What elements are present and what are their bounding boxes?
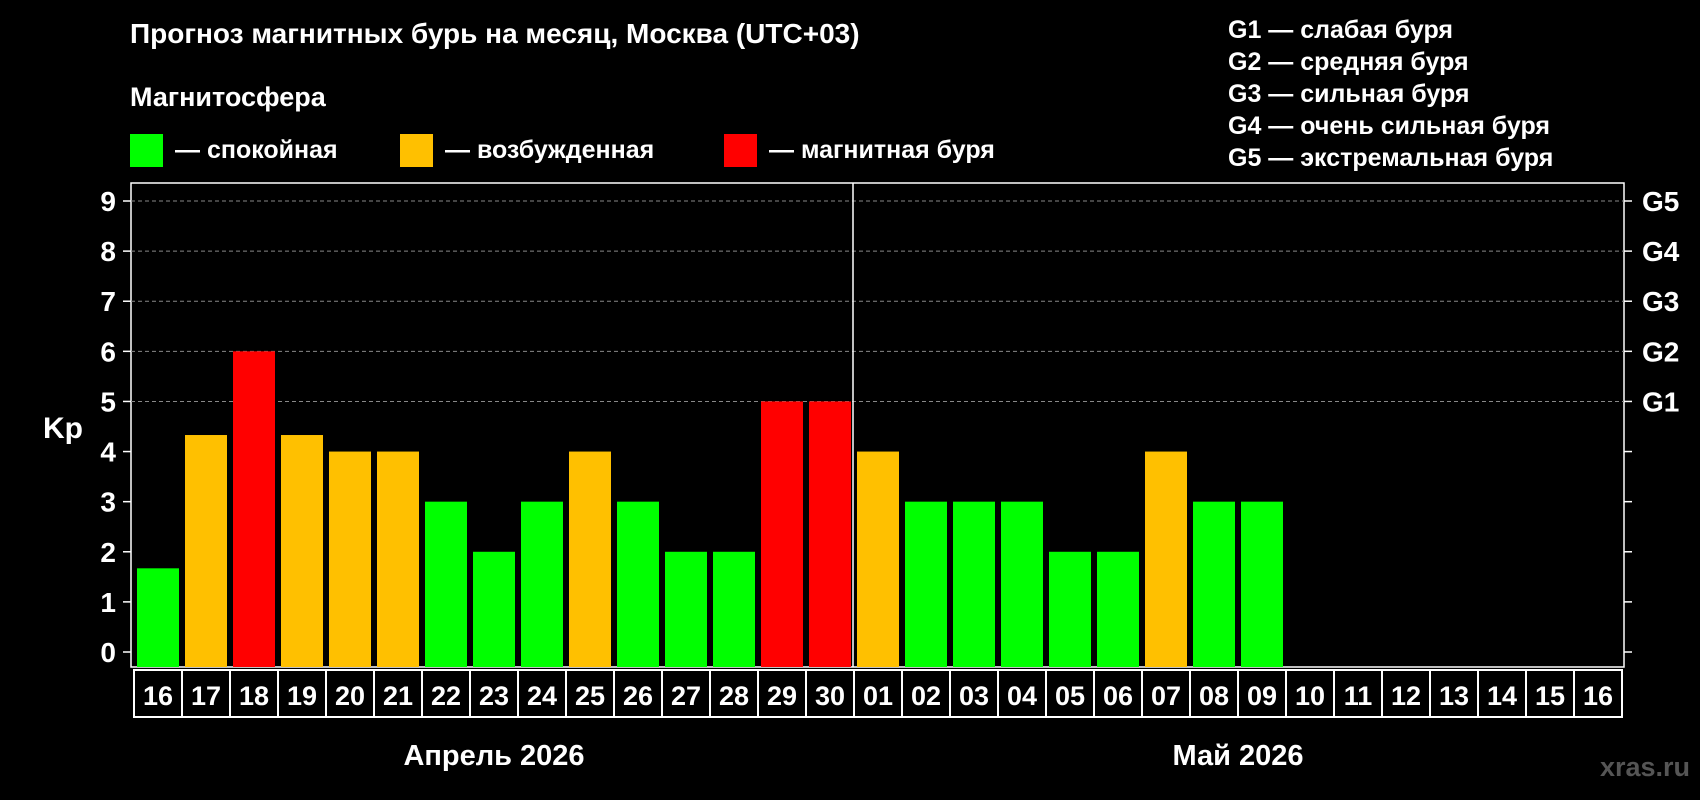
- day-label: 05: [1055, 681, 1085, 711]
- day-label: 04: [1007, 681, 1037, 711]
- legend-swatch-calm: [130, 133, 163, 167]
- bar-18: [233, 351, 275, 667]
- storm-level-g5: G5 — экстремальная буря: [1228, 144, 1554, 172]
- y-tick-label: 9: [100, 186, 116, 217]
- bar-09: [1241, 501, 1283, 667]
- y-tick-label: 2: [100, 537, 116, 568]
- day-label: 14: [1487, 681, 1517, 711]
- day-label: 11: [1344, 681, 1373, 711]
- bar-17: [185, 435, 227, 667]
- legend-label-excited: — возбужденная: [445, 135, 655, 164]
- day-label: 28: [719, 681, 749, 711]
- legend-item-calm: — спокойная: [130, 133, 338, 167]
- day-label: 23: [479, 681, 509, 711]
- day-label: 27: [671, 681, 701, 711]
- bar-22: [425, 501, 467, 667]
- day-label: 12: [1391, 681, 1421, 711]
- y-tick-label: 4: [100, 437, 116, 468]
- legend-swatch-excited: [400, 133, 433, 167]
- day-label: 22: [431, 681, 461, 711]
- y-tick-label: 8: [100, 236, 116, 267]
- day-label: 07: [1151, 681, 1181, 711]
- watermark: xras.ru: [1599, 752, 1690, 782]
- storm-level-g2: G2 — средняя буря: [1228, 48, 1469, 76]
- day-label: 25: [575, 681, 605, 711]
- bar-03: [953, 501, 995, 667]
- bar-19: [281, 435, 323, 667]
- day-label: 29: [767, 681, 797, 711]
- legend-item-storm: — магнитная буря: [724, 133, 995, 167]
- bar-24: [521, 501, 563, 667]
- day-label: 03: [959, 681, 989, 711]
- day-label: 15: [1535, 681, 1565, 711]
- bar-16: [137, 568, 179, 667]
- bar-04: [1001, 501, 1043, 667]
- bar-28: [713, 551, 755, 667]
- storm-level-tick-label: G5: [1642, 186, 1679, 217]
- storm-level-g3: G3 — сильная буря: [1228, 80, 1470, 108]
- day-label: 26: [623, 681, 653, 711]
- day-label: 30: [815, 681, 845, 711]
- y-tick-label: 1: [100, 587, 116, 618]
- day-label: 17: [191, 681, 221, 711]
- bar-21: [377, 451, 419, 667]
- month-label: Май 2026: [1172, 740, 1303, 772]
- y-tick-label: 6: [100, 336, 116, 367]
- day-label: 06: [1103, 681, 1133, 711]
- storm-level-tick-label: G1: [1642, 386, 1679, 417]
- storm-level-g1: G1 — слабая буря: [1228, 16, 1454, 44]
- bar-25: [569, 451, 611, 667]
- day-label: 18: [239, 681, 269, 711]
- day-label: 16: [143, 681, 173, 711]
- day-label: 20: [335, 681, 365, 711]
- legend-label-calm: — спокойная: [175, 135, 338, 164]
- bar-20: [329, 451, 371, 667]
- y-axis-label: Kp: [43, 412, 83, 445]
- day-label: 09: [1247, 681, 1277, 711]
- legend-item-excited: — возбужденная: [400, 133, 654, 167]
- month-label: Апрель 2026: [403, 740, 584, 772]
- bar-27: [665, 551, 707, 667]
- day-row-frame: [133, 669, 1623, 718]
- bar-01: [857, 451, 899, 667]
- y-tick-label: 5: [100, 386, 116, 417]
- bar-29: [761, 401, 803, 667]
- storm-level-tick-label: G4: [1642, 236, 1680, 267]
- day-label: 01: [863, 681, 893, 711]
- bar-05: [1049, 551, 1091, 667]
- bar-26: [617, 501, 659, 667]
- day-label: 19: [287, 681, 317, 711]
- bar-08: [1193, 501, 1235, 667]
- day-label: 24: [527, 681, 557, 711]
- day-label: 16: [1583, 681, 1613, 711]
- day-label: 13: [1439, 681, 1469, 711]
- storm-level-tick-label: G3: [1642, 286, 1679, 317]
- bar-07: [1145, 451, 1187, 667]
- bar-23: [473, 551, 515, 667]
- day-label: 21: [383, 681, 413, 711]
- bar-06: [1097, 551, 1139, 667]
- legend-title: Магнитосфера: [130, 82, 326, 112]
- y-tick-label: 0: [100, 637, 116, 668]
- storm-level-tick-label: G2: [1642, 336, 1679, 367]
- day-label: 02: [911, 681, 941, 711]
- legend-label-storm: — магнитная буря: [769, 135, 995, 164]
- day-label: 08: [1199, 681, 1229, 711]
- y-tick-label: 7: [100, 286, 116, 317]
- storm-level-g4: G4 — очень сильная буря: [1228, 112, 1550, 140]
- y-tick-label: 3: [100, 487, 116, 518]
- bar-02: [905, 501, 947, 667]
- bar-30: [809, 401, 851, 667]
- chart-title: Прогноз магнитных бурь на месяц, Москва …: [130, 18, 860, 49]
- day-label: 10: [1295, 681, 1325, 711]
- storm-level-legend: G1 — слабая буря G2 — средняя буря G3 — …: [1228, 14, 1553, 174]
- legend-swatch-storm: [724, 133, 757, 167]
